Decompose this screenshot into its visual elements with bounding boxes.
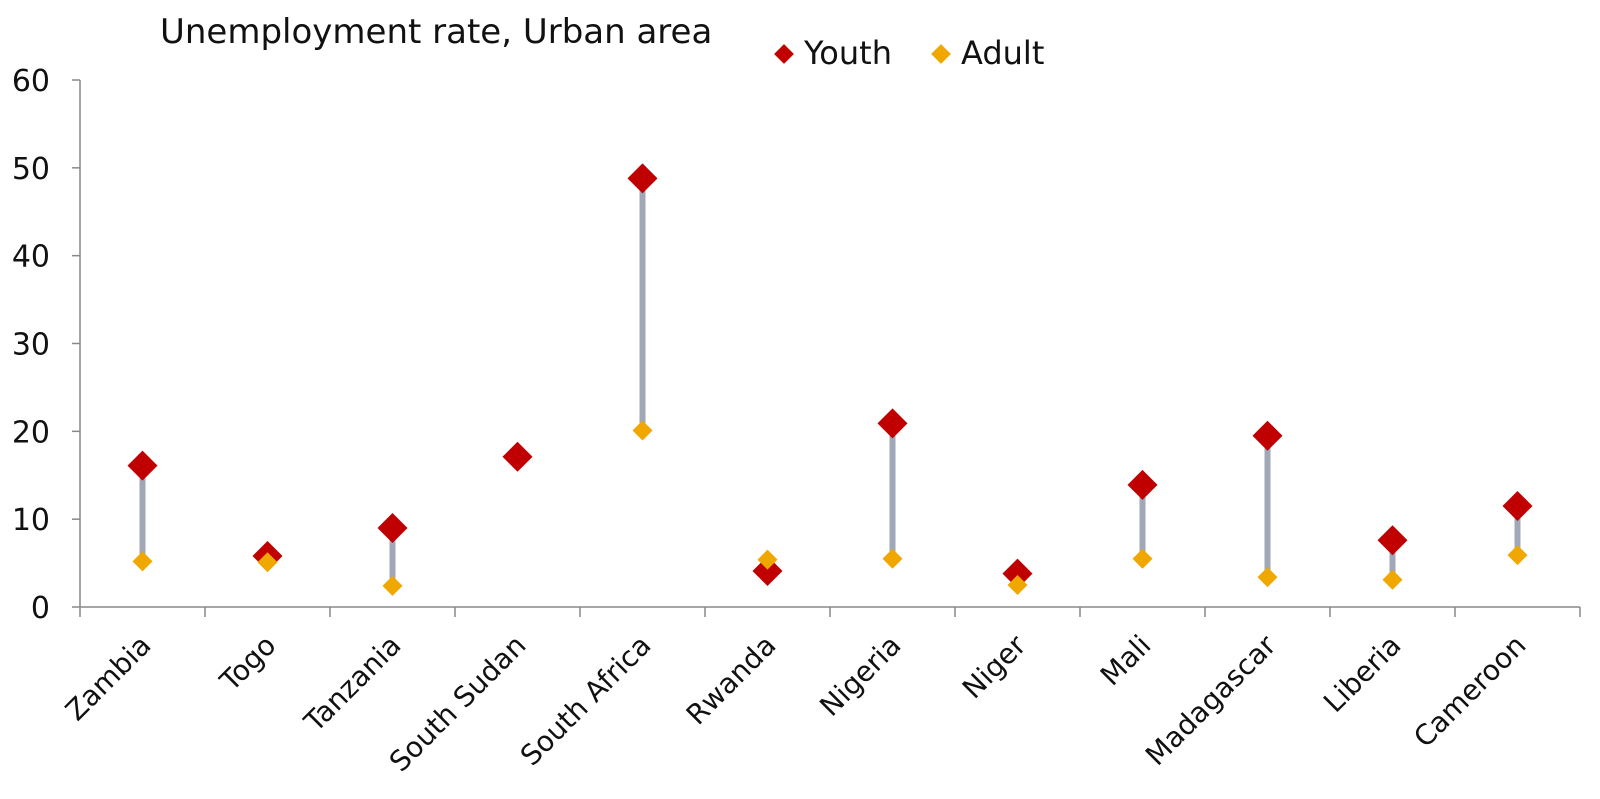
x-tick-label-south-africa: South Africa (514, 629, 658, 773)
adult-point-togo (257, 552, 278, 573)
adult-point-liberia (1382, 569, 1403, 590)
x-tick-label-cameroon: Cameroon (1407, 629, 1532, 754)
chart-title: Unemployment rate, Urban area (160, 12, 712, 52)
adult-point-south-africa (632, 420, 653, 441)
adult-point-rwanda (757, 549, 778, 570)
youth-point-madagascar (1252, 420, 1283, 451)
x-tick-label-rwanda: Rwanda (680, 629, 783, 732)
adult-point-tanzania (382, 575, 403, 596)
x-tick-label-liberia: Liberia (1317, 629, 1407, 719)
legend-marker-adult (931, 44, 951, 64)
y-tick-label: 20 (12, 415, 50, 450)
y-axis: 0 10 20 30 40 50 60 (12, 64, 81, 626)
youth-point-niger (1002, 558, 1033, 589)
y-tick-label: 10 (12, 503, 50, 538)
youth-point-south-africa (627, 163, 658, 194)
adult-point-zambia (132, 551, 153, 572)
youth-point-zambia (127, 450, 158, 481)
x-tick-label-niger: Niger (956, 628, 1033, 705)
youth-point-liberia (1377, 525, 1408, 556)
adult-point-madagascar (1257, 567, 1278, 588)
adult-point-cameroon (1507, 545, 1528, 566)
youth-point-mali (1127, 469, 1158, 500)
legend-label-adult: Adult (961, 34, 1044, 72)
youth-point-nigeria (877, 408, 908, 439)
legend-label-youth: Youth (803, 34, 892, 72)
x-tick-label-nigeria: Nigeria (813, 629, 907, 723)
x-tick-label-tanzania: Tanzania (297, 629, 407, 739)
youth-point-tanzania (377, 512, 408, 543)
y-tick-label: 0 (31, 591, 50, 626)
y-tick-label: 60 (12, 64, 50, 99)
youth-point-south-sudan (502, 441, 533, 472)
y-tick-label: 30 (12, 328, 50, 363)
y-tick-label: 50 (12, 152, 50, 187)
x-tick-label-togo: Togo (213, 629, 283, 699)
youth-point-rwanda (752, 555, 783, 586)
youth-point-cameroon (1502, 490, 1533, 521)
legend: Youth Adult (774, 34, 1044, 72)
y-tick-label: 40 (12, 240, 50, 275)
adult-point-niger (1007, 575, 1028, 596)
data-markers (127, 163, 1533, 596)
x-tick-label-mali: Mali (1094, 629, 1158, 693)
legend-marker-youth (774, 44, 794, 64)
x-tick-label-madagascar: Madagascar (1139, 628, 1283, 772)
connector-lines (139, 178, 1521, 586)
x-tick-label-zambia: Zambia (59, 629, 158, 728)
adult-point-nigeria (882, 548, 903, 569)
adult-point-mali (1132, 548, 1153, 569)
